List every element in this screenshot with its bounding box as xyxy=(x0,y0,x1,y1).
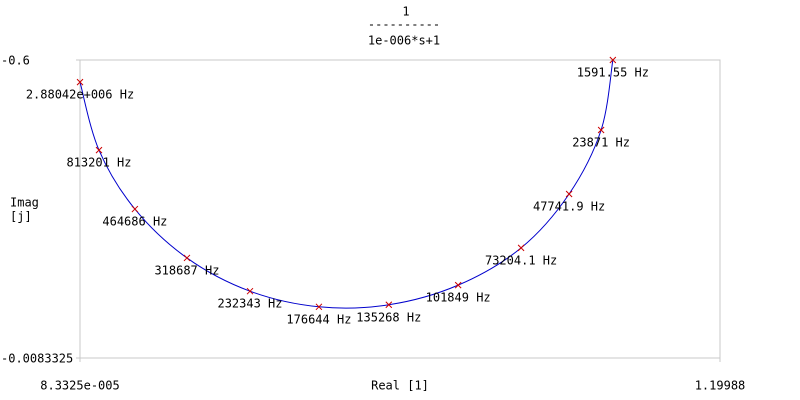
frequency-label: 232343 Hz xyxy=(217,297,282,311)
frequency-label: 176644 Hz xyxy=(286,312,351,326)
frequency-label: 2.88042e+006 Hz xyxy=(26,88,134,102)
frequency-label: 318687 Hz xyxy=(154,263,219,277)
y-tick-label: -0.6 xyxy=(1,54,30,68)
marker xyxy=(131,205,139,213)
frequency-label: 23871 Hz xyxy=(572,136,630,150)
nyquist-curve xyxy=(79,59,614,309)
marker xyxy=(597,126,605,134)
marker xyxy=(76,78,84,86)
frequency-label: 135268 Hz xyxy=(356,310,421,324)
title-numerator: 1 xyxy=(402,5,409,19)
frequency-label: 464686 Hz xyxy=(102,215,167,229)
marker xyxy=(385,301,393,309)
marker xyxy=(315,303,323,311)
plot-frame xyxy=(79,59,721,359)
title-bar: ---------- xyxy=(368,18,440,32)
frequency-label: 1591.55 Hz xyxy=(577,66,649,80)
frequency-label: 47741.9 Hz xyxy=(533,199,605,213)
y-tick-label: -0.0083325 xyxy=(1,352,73,366)
marker xyxy=(609,56,617,64)
title-denominator: 1e-006*s+1 xyxy=(368,34,440,48)
x-axis-label: Real [1] xyxy=(371,379,429,393)
marker xyxy=(183,254,191,262)
marker xyxy=(454,281,462,289)
marker xyxy=(246,287,254,295)
marker xyxy=(565,190,573,198)
marker xyxy=(517,244,525,252)
y-axis-label: [j] xyxy=(10,210,32,224)
y-axis-label: Imag xyxy=(10,196,39,210)
marker xyxy=(95,146,103,154)
frequency-label: 73204.1 Hz xyxy=(485,253,557,267)
frequency-label: 813201 Hz xyxy=(66,156,131,170)
frequency-label: 101849 Hz xyxy=(426,291,491,305)
x-tick-label: 8.3325e-005 xyxy=(40,379,119,393)
x-tick-label: 1.19988 xyxy=(695,379,746,393)
